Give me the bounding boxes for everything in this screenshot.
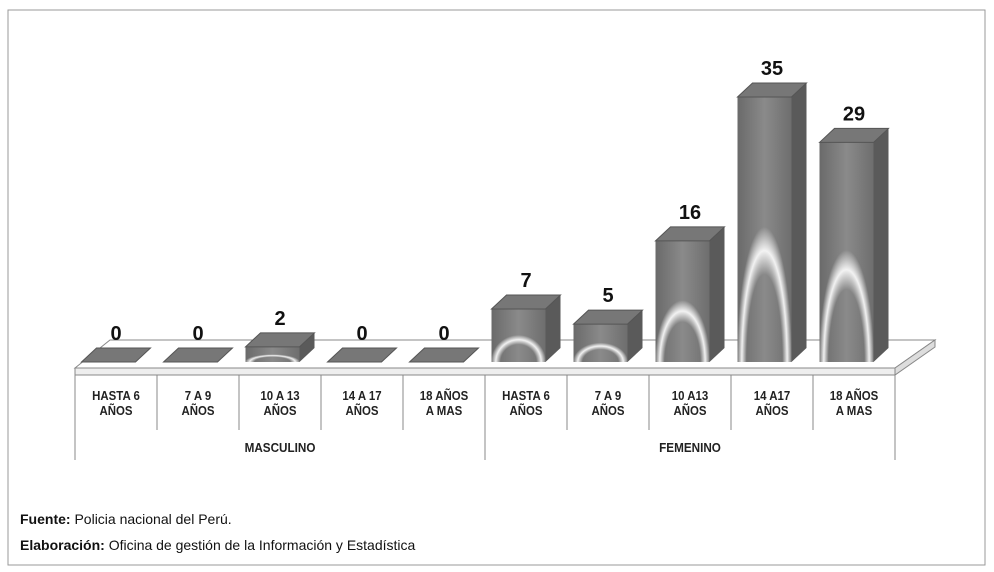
value-label: 0: [192, 323, 203, 345]
bar: [244, 332, 316, 362]
x-tick-label: 18 AÑOS A MAS: [419, 388, 469, 418]
bar-top: [162, 347, 234, 363]
credit-label: Elaboración:: [20, 537, 105, 553]
bar-top: [818, 127, 890, 143]
credit: Elaboración: Oficina de gestión de la In…: [20, 537, 415, 553]
bar-side: [299, 332, 315, 362]
bar-top: [244, 332, 316, 348]
frame: [7, 9, 986, 566]
bar-highlight: [245, 346, 300, 362]
bar-highlight: [491, 309, 546, 362]
floor-front: [74, 367, 896, 376]
bar: [408, 347, 480, 363]
value-label: 2: [274, 308, 285, 330]
bar-top: [80, 347, 152, 363]
source-label: Fuente:: [20, 511, 71, 527]
bar-side: [873, 128, 889, 362]
bar: [736, 82, 808, 362]
bar: [162, 347, 234, 363]
bar-highlight: [655, 240, 710, 362]
bar: [818, 127, 890, 362]
bar: [490, 294, 562, 362]
value-label: 5: [602, 285, 613, 307]
bar-side: [709, 226, 725, 362]
bar: [654, 226, 726, 362]
bar-top: [572, 309, 644, 325]
value-label: 29: [843, 103, 865, 125]
bar-highlight: [737, 97, 792, 362]
x-tick-label: 7 A 9 AÑOS: [591, 388, 625, 418]
x-tick-label: HASTA 6 AÑOS: [502, 388, 550, 418]
group-label: MASCULINO: [244, 440, 316, 455]
value-label: 16: [679, 202, 701, 224]
bar-side: [545, 295, 561, 362]
bar: [572, 309, 644, 362]
bar-top: [408, 347, 480, 363]
bar-highlight: [819, 142, 874, 362]
x-tick-label: 10 A 13 AÑOS: [260, 388, 300, 418]
bar-top: [736, 82, 808, 98]
source: Fuente: Policia nacional del Perú.: [20, 511, 232, 527]
bar: [80, 347, 152, 363]
source-text: Policia nacional del Perú.: [74, 511, 232, 527]
x-tick-label: 18 AÑOS A MAS: [829, 388, 879, 418]
floor-side: [894, 339, 936, 376]
bar-top: [326, 347, 398, 363]
value-label: 7: [520, 270, 531, 292]
bar-top: [490, 294, 562, 310]
group-label: FEMENINO: [659, 440, 721, 455]
x-tick-label: 14 A17 AÑOS: [753, 388, 791, 418]
x-tick-label: HASTA 6 AÑOS: [92, 388, 140, 418]
bar-side: [627, 310, 643, 362]
value-label: 0: [110, 323, 121, 345]
x-tick-label: 14 A 17 AÑOS: [342, 388, 382, 418]
bar-side: [791, 83, 807, 362]
bar: [326, 347, 398, 363]
value-label: 35: [761, 58, 783, 80]
value-label: 0: [356, 323, 367, 345]
x-tick-label: 7 A 9 AÑOS: [181, 388, 215, 418]
bar-highlight: [573, 324, 628, 362]
credit-text: Oficina de gestión de la Información y E…: [108, 537, 416, 553]
value-label: 0: [438, 323, 449, 345]
x-tick-label: 10 A13 AÑOS: [671, 388, 709, 418]
bar-top: [654, 226, 726, 242]
